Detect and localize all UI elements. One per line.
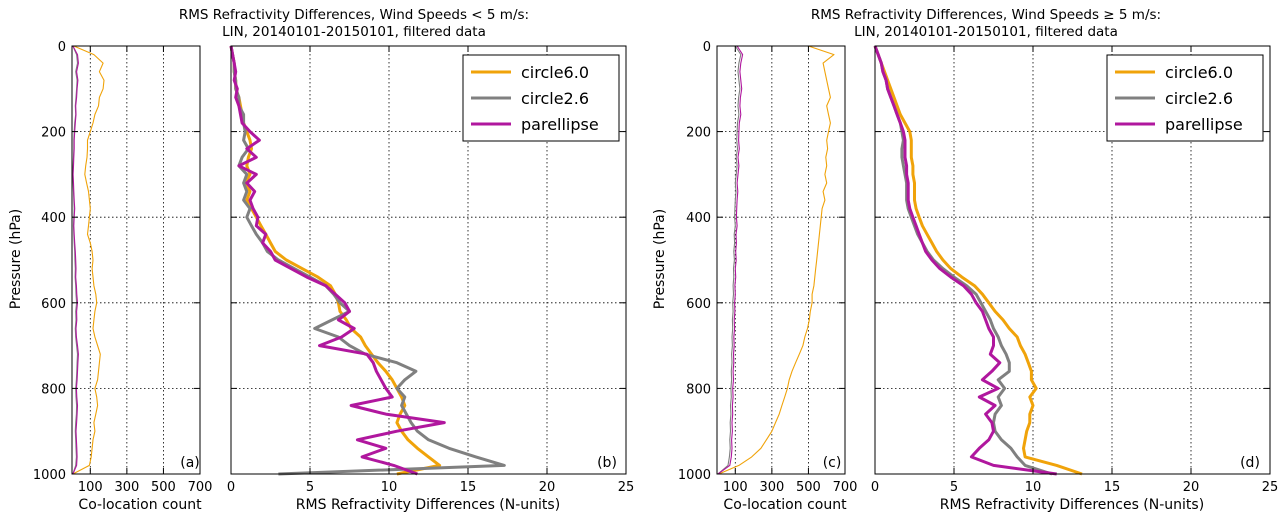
plot-frame-c xyxy=(716,45,846,475)
x-tick-label-c-500: 500 xyxy=(796,480,821,495)
y-tick-label-a-600: 600 xyxy=(41,297,66,312)
legend-label-d-parellipse: parellipse xyxy=(1165,115,1243,134)
panel-label-a: (a) xyxy=(180,455,200,471)
plot-frame-a xyxy=(71,45,201,475)
panel-label-c: (c) xyxy=(823,455,842,471)
series-line-d-circle6.0 xyxy=(873,45,1083,476)
x-tick-label-b-5: 5 xyxy=(306,480,314,495)
x-tick-label-c-300: 300 xyxy=(759,480,784,495)
x-axis-label-c: Co-location count xyxy=(723,497,847,513)
x-tick-label-a-500: 500 xyxy=(151,480,176,495)
panel-b: 0 5 10 15 20 25(b) circle6.0 circle2.6 parellips… xyxy=(227,45,635,495)
y-axis-label-left: Pressure (hPa) xyxy=(8,209,24,309)
x-tick-label-b-25: 25 xyxy=(618,480,635,495)
plot-frame-d xyxy=(874,45,1271,475)
plot-frame-b xyxy=(230,45,627,475)
y-tick-label-c-0: 0 xyxy=(703,40,711,55)
title-right-line1: RMS Refractivity Differences, Wind Speed… xyxy=(811,7,1161,23)
x-tick-label-d-15: 15 xyxy=(1104,480,1121,495)
title-left-line2: LIN, 20140101-20150101, filtered data xyxy=(222,24,486,40)
x-axis-label-d: RMS Refractivity Differences (N-units) xyxy=(940,497,1204,513)
x-tick-label-a-100: 100 xyxy=(78,480,103,495)
x-tick-label-a-700: 700 xyxy=(188,480,213,495)
series-line-a-parellipse xyxy=(72,45,79,475)
series-line-c-parellipse xyxy=(717,45,744,475)
y-tick-label-c-1000: 1000 xyxy=(678,468,711,483)
y-tick-label-a-0: 0 xyxy=(58,40,66,55)
y-tick-label-a-200: 200 xyxy=(41,126,66,141)
y-tick-label-a-400: 400 xyxy=(41,211,66,226)
title-right-line2: LIN, 20140101-20150101, filtered data xyxy=(854,24,1118,40)
x-tick-label-d-10: 10 xyxy=(1025,480,1042,495)
panel-label-d: (d) xyxy=(1240,455,1260,471)
series-line-d-parellipse xyxy=(873,45,1057,476)
y-tick-label-c-200: 200 xyxy=(686,126,711,141)
legend-label-d-circle6.0: circle6.0 xyxy=(1165,63,1233,82)
x-tick-label-c-100: 100 xyxy=(723,480,748,495)
panel-c: 100 300 500 700 0 200 400 600 800 1000 (c) xyxy=(678,40,858,495)
title-left-line1: RMS Refractivity Differences, Wind Speed… xyxy=(179,7,529,23)
legend-label-d-circle2.6: circle2.6 xyxy=(1165,89,1233,108)
x-tick-label-b-0: 0 xyxy=(227,480,235,495)
panel-label-b: (b) xyxy=(597,455,617,471)
series-line-b-parellipse xyxy=(229,45,446,476)
x-axis-label-b: RMS Refractivity Differences (N-units) xyxy=(296,497,560,513)
y-axis-label-right: Pressure (hPa) xyxy=(652,209,668,309)
x-tick-label-d-5: 5 xyxy=(950,480,958,495)
legend-label-b-parellipse: parellipse xyxy=(521,115,599,134)
legend-label-b-circle2.6: circle2.6 xyxy=(521,89,589,108)
x-tick-label-c-700: 700 xyxy=(833,480,858,495)
y-tick-label-c-800: 800 xyxy=(686,382,711,397)
series-line-c-circle2.6 xyxy=(717,45,742,475)
series-line-b-circle6.0 xyxy=(229,45,442,476)
y-tick-label-a-1000: 1000 xyxy=(33,468,66,483)
x-tick-label-d-25: 25 xyxy=(1262,480,1279,495)
legend-label-b-circle6.0: circle6.0 xyxy=(521,63,589,82)
x-tick-label-b-20: 20 xyxy=(539,480,556,495)
x-tick-label-a-300: 300 xyxy=(114,480,139,495)
y-tick-label-a-800: 800 xyxy=(41,382,66,397)
series-line-c-circle6.0 xyxy=(718,45,835,475)
y-tick-label-c-600: 600 xyxy=(686,297,711,312)
panel-a: 100 300 500 700 0 200 400 600 800 1000 (a) xyxy=(33,40,213,495)
series-line-d-circle2.6 xyxy=(873,45,1053,476)
x-tick-label-b-15: 15 xyxy=(460,480,477,495)
y-tick-label-c-400: 400 xyxy=(686,211,711,226)
x-tick-label-d-0: 0 xyxy=(871,480,879,495)
x-tick-label-b-10: 10 xyxy=(381,480,398,495)
x-axis-label-a: Co-location count xyxy=(78,497,202,513)
series-line-a-circle6.0 xyxy=(72,45,105,475)
panel-d: 0 5 10 15 20 25(d) circle6.0 circle2.6 parellips… xyxy=(871,45,1279,495)
x-tick-label-d-20: 20 xyxy=(1183,480,1200,495)
series-line-b-circle2.6 xyxy=(229,45,506,476)
